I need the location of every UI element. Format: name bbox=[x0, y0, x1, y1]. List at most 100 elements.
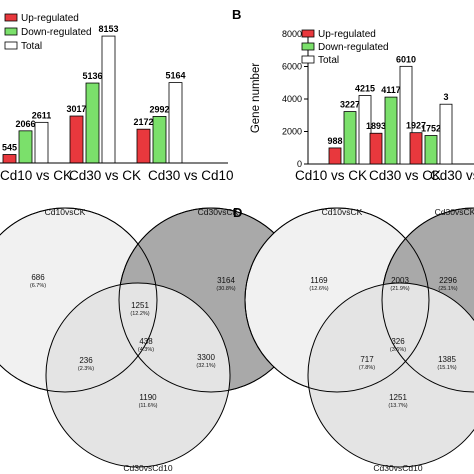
panel-b-ytick-label-8000: 8000 bbox=[282, 29, 302, 39]
panel-b-legend: Up-regulated Down-regulated Total bbox=[301, 29, 389, 66]
legend-label-total: Total bbox=[318, 55, 339, 66]
venn-d-region-percent-1: (12.6%) bbox=[309, 286, 328, 292]
venn-d-set-label-3: Cd30vsCd10 bbox=[373, 463, 422, 473]
panel-b-category-1: Cd10 vs CK bbox=[295, 168, 367, 183]
venn-d-region-count-5: 326 bbox=[391, 337, 405, 346]
venn-d-region-percent-7: (13.7%) bbox=[388, 403, 407, 409]
panel-b-value-label-total-2: 6010 bbox=[396, 54, 416, 64]
venn-d-outline-cd30vsck bbox=[381, 207, 474, 393]
panel-b-bar-up-1 bbox=[328, 147, 342, 165]
panel-b-value-label-total-3: 3 bbox=[443, 92, 448, 102]
panel-a-bar-up-3 bbox=[136, 128, 151, 164]
panel-a-bar-total-2 bbox=[101, 35, 116, 164]
legend-swatch-down bbox=[301, 42, 315, 51]
venn-d-region-count-3: 2296 bbox=[439, 276, 457, 285]
venn-d-region-percent-3: (25.1%) bbox=[438, 286, 457, 292]
legend-label-up: Up-regulated bbox=[318, 29, 376, 40]
venn-d-outline-cd10vsck bbox=[244, 207, 430, 393]
panel-b-category-2: Cd30 vs CK bbox=[369, 168, 441, 183]
panel-b-ytick-label-0: 0 bbox=[297, 159, 302, 169]
legend-label-down: Down-regulated bbox=[21, 27, 92, 38]
venn-d-set-label-1: Cd10vsCK bbox=[322, 207, 363, 217]
venn-d-region-percent-2: (21.9%) bbox=[390, 286, 409, 292]
panel-b-bar-total-3 bbox=[439, 103, 453, 165]
panel-a-value-label-down-3: 2992 bbox=[149, 104, 169, 114]
panel-b-value-label-total-1: 4215 bbox=[355, 84, 375, 94]
panel-b-bar-down-1 bbox=[343, 111, 357, 165]
venn-d-region-count-7: 1251 bbox=[389, 393, 407, 402]
panel-a-value-label-up-2: 3017 bbox=[66, 104, 86, 114]
venn-c-set-label-3: Cd30vsCd10 bbox=[123, 463, 172, 473]
venn-c-region-percent-5: (4.3%) bbox=[138, 347, 154, 353]
panel-a-value-label-up-1: 545 bbox=[2, 143, 17, 153]
panel-b-bar-down-3 bbox=[424, 135, 438, 165]
panel-b-ytick-label-6000: 6000 bbox=[282, 62, 302, 72]
venn-c-region-count-2: 1251 bbox=[131, 301, 149, 310]
panel-b-value-label-up-1: 988 bbox=[327, 136, 342, 146]
venn-c-set-label-1: Cd10vsCK bbox=[45, 207, 86, 217]
venn-c-region-count-1: 686 bbox=[31, 273, 45, 282]
panel-a-category-3: Cd30 vs Cd10 bbox=[148, 168, 234, 183]
panel-b-bar-total-1 bbox=[358, 95, 372, 165]
legend-label-up: Up-regulated bbox=[21, 13, 79, 24]
panel-b-bar-up-2 bbox=[369, 132, 383, 165]
venn-d-set-label-2: Cd30vsCK bbox=[435, 207, 474, 217]
panel-a-value-label-total-2: 8153 bbox=[98, 24, 118, 34]
panel-b-bar-total-2 bbox=[399, 65, 413, 165]
panel-b-value-label-up-3: 1927 bbox=[406, 121, 426, 131]
venn-c-region-count-3: 3164 bbox=[217, 276, 235, 285]
venn-d-region-percent-4: (7.8%) bbox=[359, 365, 375, 371]
panel-b-letter: B bbox=[232, 7, 241, 22]
panel-a-value-label-down-1: 2066 bbox=[15, 119, 35, 129]
panel-a-value-label-total-1: 2611 bbox=[32, 110, 52, 120]
legend-swatch-down bbox=[4, 27, 18, 36]
legend-label-down: Down-regulated bbox=[318, 42, 389, 53]
venn-c-circle-cd30vscd10 bbox=[45, 282, 231, 468]
venn-d-region-labels: 1169(12.6%) 2003(21.9%) 2296(25.1%) 717(7.8… bbox=[309, 276, 457, 409]
venn-d-region-percent-6: (15.1%) bbox=[437, 365, 456, 371]
panel-a-legend: Up-regulated Down-regulated Total bbox=[4, 13, 92, 52]
panel-a-category-1: Cd10 vs CK bbox=[0, 168, 72, 183]
panel-b-category-3: Cd30 vs Cd10 bbox=[430, 168, 474, 183]
panel-b-ytick-label-2000: 2000 bbox=[282, 127, 302, 137]
panel-a-category-2: Cd30 vs CK bbox=[69, 168, 141, 183]
venn-c-region-percent-4: (2.3%) bbox=[78, 366, 94, 372]
venn-c-region-count-7: 1190 bbox=[139, 393, 157, 402]
panel-b-value-label-down-1: 3227 bbox=[340, 100, 360, 110]
panel-b-y-axis-label: Gene number bbox=[250, 63, 262, 133]
legend-swatch-up bbox=[4, 13, 18, 22]
venn-c-region-count-5: 438 bbox=[139, 337, 153, 346]
legend-swatch-total bbox=[4, 41, 18, 50]
panel-b-bar-chart: B Gene number 0 2000 4000 6000 8000 Up-r… bbox=[232, 7, 474, 183]
panel-d-letter: D bbox=[233, 205, 242, 220]
venn-d-region-count-4: 717 bbox=[360, 355, 374, 364]
panel-b-bar-down-2 bbox=[384, 96, 398, 165]
venn-d-region-count-6: 1385 bbox=[438, 355, 456, 364]
venn-c-region-count-6: 3300 bbox=[197, 353, 215, 362]
panel-a-value-label-up-3: 2172 bbox=[133, 117, 153, 127]
panel-b-value-label-down-2: 4117 bbox=[381, 85, 401, 95]
venn-c-outline-cd10vsck bbox=[0, 207, 158, 393]
venn-c-region-count-4: 236 bbox=[79, 356, 93, 365]
legend-label-total: Total bbox=[21, 41, 42, 52]
venn-d-region-percent-5: (3.6%) bbox=[390, 347, 406, 353]
panel-b-ytick-label-4000: 4000 bbox=[282, 94, 302, 104]
panel-a-bar-up-2 bbox=[69, 115, 84, 164]
venn-d-region-count-2: 2003 bbox=[391, 276, 409, 285]
venn-c-region-percent-1: (6.7%) bbox=[30, 283, 46, 289]
panel-b-value-label-down-3: 1752 bbox=[421, 124, 441, 134]
panel-b-bar-up-3 bbox=[409, 132, 423, 165]
legend-swatch-up bbox=[301, 29, 315, 38]
panel-a-bar-chart: Up-regulated Down-regulated Total 545 206… bbox=[0, 13, 234, 183]
panel-a-bar-up-1 bbox=[2, 154, 17, 164]
panel-a-bar-down-2 bbox=[85, 82, 100, 164]
venn-c-region-percent-6: (32.1%) bbox=[196, 363, 215, 369]
panel-a-value-label-total-3: 5164 bbox=[165, 71, 185, 81]
panel-a-bar-total-1 bbox=[34, 121, 49, 164]
venn-c-region-labels: 686(6.7%) 1251(12.2%) 3164(30.8%) 236(2.3%)… bbox=[30, 273, 236, 409]
venn-c-region-percent-2: (12.2%) bbox=[130, 311, 149, 317]
panel-b-value-label-up-2: 1893 bbox=[366, 121, 386, 131]
